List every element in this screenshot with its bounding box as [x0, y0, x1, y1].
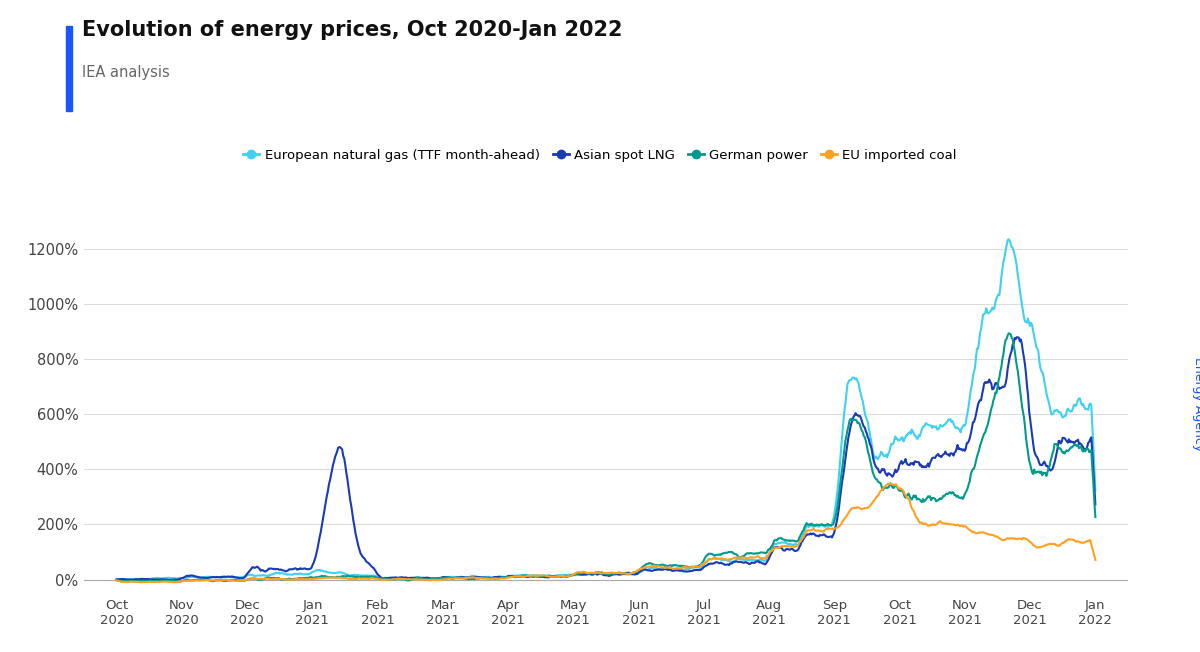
German power — [1042, 465, 1056, 473]
Text: IEA analysis: IEA analysis — [82, 65, 169, 80]
Asian spot LNG — [292, 565, 306, 573]
European natural gas (TTF month-ahead) — [156, 574, 170, 582]
Asian spot LNG — [688, 566, 702, 574]
German power — [172, 578, 186, 585]
EU imported coal — [1088, 556, 1103, 564]
Text: Evolution of energy prices, Oct 2020-Jan 2022: Evolution of energy prices, Oct 2020-Jan… — [82, 20, 622, 40]
Asian spot LNG — [517, 572, 532, 580]
Asian spot LNG — [109, 576, 124, 584]
Asian spot LNG — [156, 576, 170, 584]
Text: International
Energy Agency: International Energy Agency — [1192, 357, 1200, 451]
Line: European natural gas (TTF month-ahead): European natural gas (TTF month-ahead) — [116, 239, 1096, 580]
European natural gas (TTF month-ahead) — [517, 571, 532, 579]
German power — [292, 574, 306, 582]
EU imported coal — [881, 480, 895, 488]
Asian spot LNG — [1056, 434, 1070, 442]
European natural gas (TTF month-ahead) — [1056, 413, 1070, 421]
European natural gas (TTF month-ahead) — [109, 575, 124, 583]
European natural gas (TTF month-ahead) — [395, 576, 409, 584]
Asian spot LNG — [1088, 501, 1103, 509]
German power — [688, 563, 702, 570]
German power — [1088, 513, 1103, 521]
European natural gas (TTF month-ahead) — [292, 570, 306, 578]
EU imported coal — [109, 576, 124, 584]
German power — [1002, 329, 1016, 337]
Line: Asian spot LNG: Asian spot LNG — [116, 337, 1096, 580]
Line: German power: German power — [116, 333, 1096, 582]
European natural gas (TTF month-ahead) — [1088, 486, 1103, 494]
German power — [156, 577, 170, 585]
Asian spot LNG — [1042, 464, 1056, 471]
EU imported coal — [156, 578, 170, 585]
European natural gas (TTF month-ahead) — [1042, 397, 1056, 405]
Line: EU imported coal: EU imported coal — [116, 484, 1096, 582]
European natural gas (TTF month-ahead) — [1002, 235, 1016, 243]
German power — [1056, 449, 1070, 456]
EU imported coal — [167, 578, 181, 586]
Asian spot LNG — [1009, 333, 1024, 341]
Asian spot LNG — [162, 576, 176, 584]
EU imported coal — [292, 575, 306, 583]
EU imported coal — [517, 572, 532, 580]
European natural gas (TTF month-ahead) — [688, 563, 702, 571]
EU imported coal — [1056, 539, 1070, 547]
German power — [517, 572, 532, 580]
Legend: European natural gas (TTF month-ahead), Asian spot LNG, German power, EU importe: European natural gas (TTF month-ahead), … — [238, 143, 962, 167]
German power — [109, 576, 124, 584]
EU imported coal — [688, 563, 702, 571]
EU imported coal — [1042, 541, 1056, 548]
